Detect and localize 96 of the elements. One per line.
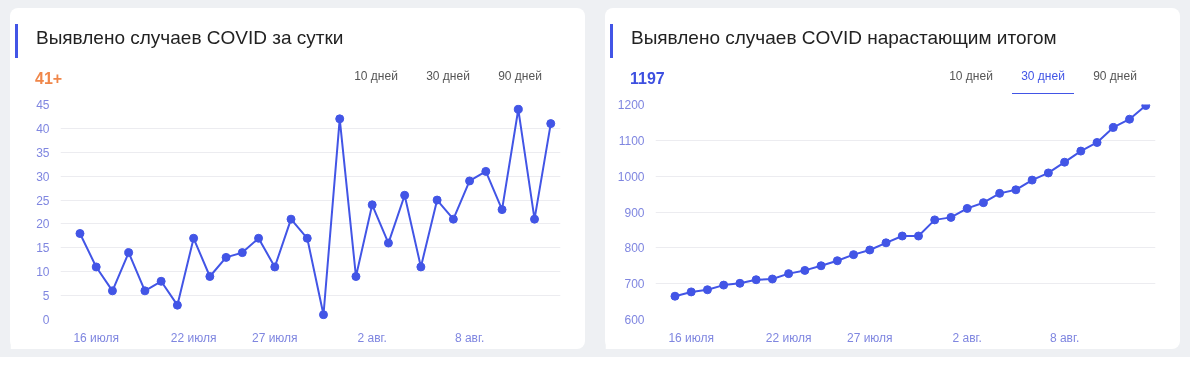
- point: [1011, 185, 1021, 195]
- text: 10 дней: [949, 68, 993, 85]
- point: [286, 214, 296, 224]
- point: [702, 285, 712, 295]
- y-tick-label: 1100: [618, 133, 645, 148]
- y-tick-label: 30: [36, 169, 50, 184]
- point: [302, 233, 312, 243]
- point: [784, 269, 794, 279]
- text: 41+: [35, 69, 63, 89]
- point: [448, 214, 458, 224]
- y-tick-label: 900: [624, 205, 645, 220]
- y-tick-label: 0: [42, 313, 50, 327]
- y-tick-label: 1000: [617, 169, 645, 184]
- x-tick-label: 16 июля: [668, 330, 715, 345]
- point: [849, 250, 859, 260]
- y-tick-label: 25: [36, 193, 50, 208]
- point: [881, 238, 891, 248]
- x-tick-label: 27 июля: [846, 330, 893, 345]
- point: [1108, 122, 1118, 132]
- point: [1043, 168, 1053, 178]
- point: [978, 198, 988, 208]
- point: [1092, 137, 1102, 147]
- x-tick-label: 8 авг.: [1049, 330, 1080, 345]
- point: [107, 286, 117, 296]
- text: 30 дней: [426, 68, 470, 85]
- point: [124, 248, 134, 258]
- y-tick-label: 700: [624, 277, 645, 292]
- y-tick-label: 40: [36, 121, 50, 136]
- point: [816, 261, 826, 271]
- point: [400, 190, 410, 200]
- point: [140, 286, 150, 296]
- point: [465, 176, 475, 186]
- point: [91, 262, 101, 272]
- point: [432, 195, 442, 205]
- point: [156, 276, 166, 286]
- point: [930, 215, 940, 225]
- x-tick-label: 22 июля: [765, 330, 812, 345]
- point: [686, 287, 696, 297]
- point: [318, 310, 328, 320]
- x-tick-label: 2 авг.: [357, 330, 387, 345]
- y-tick-label: 45: [36, 98, 50, 112]
- point: [367, 200, 377, 210]
- point: [172, 300, 182, 310]
- point: [946, 212, 956, 222]
- point: [832, 256, 842, 266]
- point: [481, 166, 491, 176]
- point: [189, 233, 199, 243]
- point: [865, 245, 875, 255]
- point: [1060, 157, 1070, 167]
- point: [254, 233, 264, 243]
- point: [546, 119, 556, 129]
- point: [383, 238, 393, 248]
- point: [530, 214, 540, 224]
- y-tick-label: 600: [624, 313, 645, 327]
- y-tick-label: 20: [36, 217, 50, 232]
- text: 90 дней: [1093, 68, 1137, 85]
- point: [800, 265, 810, 275]
- x-tick-label: 16 июля: [73, 330, 120, 345]
- point: [1076, 146, 1086, 156]
- point: [913, 231, 923, 241]
- x-tick-label: 27 июля: [251, 330, 298, 345]
- text: 30 дней: [1021, 68, 1065, 85]
- point: [1125, 114, 1135, 124]
- point: [335, 114, 345, 124]
- y-tick-label: 800: [624, 241, 645, 256]
- x-tick-label: 22 июля: [170, 330, 217, 345]
- point: [735, 278, 745, 288]
- y-tick-label: 10: [36, 265, 50, 280]
- y-tick-label: 1200: [617, 98, 645, 112]
- point: [751, 275, 761, 285]
- point: [995, 188, 1005, 198]
- text: 1197: [630, 69, 665, 89]
- point: [497, 205, 507, 215]
- point: [270, 262, 280, 272]
- y-tick-label: 35: [36, 145, 50, 160]
- point: [670, 291, 680, 301]
- chart-title: Выявлено случаев COVID нарастающим итогом: [631, 26, 1057, 50]
- point: [221, 252, 231, 262]
- point: [237, 248, 247, 258]
- point: [75, 229, 85, 238]
- point: [767, 274, 777, 284]
- point: [351, 272, 361, 281]
- point: [513, 104, 523, 114]
- x-tick-label: 2 авг.: [952, 330, 982, 345]
- y-tick-label: 15: [36, 241, 50, 256]
- point: [897, 231, 907, 241]
- point: [1027, 175, 1037, 185]
- point: [962, 203, 972, 213]
- point: [719, 280, 729, 290]
- y-tick-label: 5: [42, 289, 50, 304]
- point: [416, 262, 426, 272]
- chart-title: Выявлено случаев COVID за сутки: [36, 26, 344, 50]
- x-tick-label: 8 авг.: [454, 330, 485, 345]
- text: 10 дней: [354, 68, 398, 85]
- point: [205, 272, 215, 281]
- text: 90 дней: [498, 68, 542, 85]
